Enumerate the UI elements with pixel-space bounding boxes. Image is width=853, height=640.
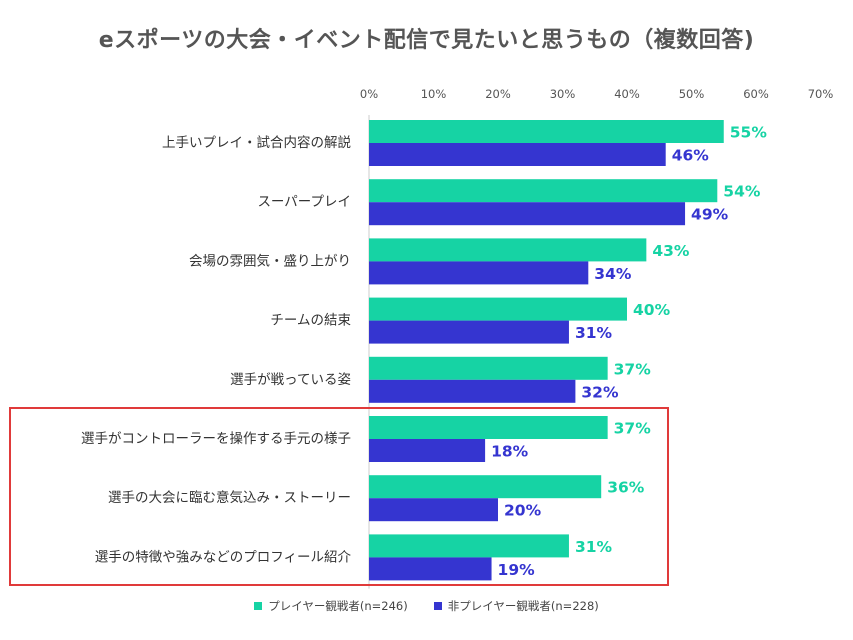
x-tick-label: 40%: [614, 87, 640, 101]
bar-non-player: [369, 202, 686, 226]
highlight-box: [9, 407, 669, 586]
legend: プレイヤー観戦者(n=246) 非プレイヤー観戦者(n=228): [0, 598, 853, 614]
bar-player: [369, 356, 608, 380]
bar-non-player: [369, 261, 589, 285]
data-label-non-player: 46%: [672, 147, 710, 165]
legend-swatch-non-player: [433, 602, 442, 610]
legend-item-non-player: 非プレイヤー観戦者(n=228): [433, 598, 599, 614]
data-label-non-player: 19%: [498, 561, 536, 579]
data-label-player: 37%: [614, 420, 652, 438]
category-label: 上手いプレイ・試合内容の解説: [162, 134, 351, 151]
category-label: 選手の大会に臨む意気込み・ストーリー: [108, 489, 351, 506]
data-label-player: 55%: [730, 124, 768, 142]
data-label-non-player: 32%: [581, 383, 619, 401]
data-label-non-player: 18%: [491, 443, 529, 461]
category-label: チームの結束: [270, 313, 351, 329]
data-label-player: 40%: [633, 301, 671, 319]
data-label-player: 37%: [614, 360, 652, 378]
bar-non-player: [369, 557, 492, 581]
bar-non-player: [369, 143, 666, 166]
data-label-player: 36%: [607, 479, 645, 497]
bar-player: [369, 534, 569, 558]
bar-non-player: [369, 379, 576, 403]
category-label: 選手の特徴や強みなどのプロフィール紹介: [95, 549, 352, 565]
legend-label-player: プレイヤー観戦者(n=246): [268, 599, 408, 613]
data-label-non-player: 31%: [575, 324, 613, 342]
data-label-non-player: 20%: [504, 502, 542, 520]
category-label: 選手が戦っている姿: [230, 372, 351, 388]
x-tick-label: 60%: [743, 87, 769, 101]
legend-label-non-player: 非プレイヤー観戦者(n=228): [447, 599, 599, 613]
chart-title: eスポーツの大会・イベント配信で見たいと思うもの（複数回答): [98, 28, 755, 53]
x-tick-label: 10%: [421, 87, 447, 101]
x-tick-label: 0%: [360, 87, 378, 101]
data-label-non-player: 49%: [691, 206, 729, 224]
category-label: 選手がコントローラーを操作する手元の様子: [81, 431, 351, 447]
bar-non-player: [369, 498, 498, 522]
category-label: 会場の雰囲気・盛り上がり: [189, 253, 351, 269]
category-label: スーパープレイ: [257, 194, 351, 210]
bar-player: [369, 297, 627, 321]
bar-non-player: [369, 320, 569, 344]
data-label-non-player: 34%: [594, 265, 632, 283]
x-tick-label: 50%: [679, 87, 705, 101]
x-tick-label: 70%: [808, 87, 834, 101]
x-tick-label: 30%: [550, 87, 576, 101]
data-label-player: 31%: [575, 538, 613, 556]
x-tick-label: 20%: [485, 87, 511, 101]
bar-non-player: [369, 439, 486, 462]
legend-swatch-player: [254, 602, 263, 610]
legend-item-player: プレイヤー観戦者(n=246): [254, 598, 408, 614]
bar-player: [369, 179, 718, 203]
data-label-player: 43%: [652, 242, 690, 260]
data-label-player: 54%: [723, 183, 761, 201]
bar-player: [369, 475, 602, 499]
bar-player: [369, 416, 608, 439]
bar-player: [369, 120, 724, 143]
bar-player: [369, 238, 647, 262]
